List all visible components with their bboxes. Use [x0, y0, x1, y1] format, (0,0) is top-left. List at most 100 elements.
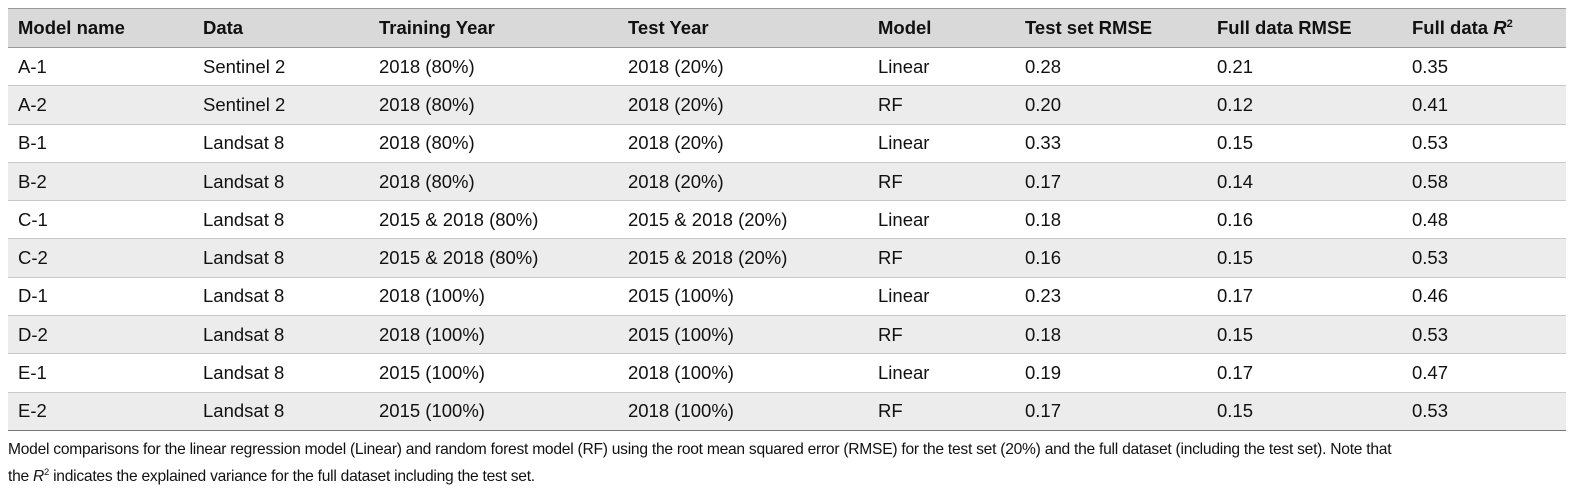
- table-cell: RF: [868, 392, 1015, 431]
- table-row: A-2 Sentinel 2 2018 (80%) 2018 (20%) RF 0.20 0…: [8, 85, 1566, 125]
- header-cell: Model name: [8, 8, 193, 48]
- caption-superscript: 2: [44, 467, 49, 477]
- table-cell: 0.16: [1015, 238, 1207, 278]
- header-cell: Training Year: [369, 8, 618, 48]
- table-row: C-1 Landsat 8 2015 & 2018 (80%) 2015 & 2018…: [8, 200, 1566, 240]
- table-cell: B-1: [8, 124, 193, 163]
- table-cell: Landsat 8: [193, 315, 369, 355]
- table-cell: 0.15: [1207, 315, 1402, 355]
- table-cell: 2018 (20%): [618, 162, 868, 202]
- table-cell: 2018 (20%): [618, 124, 868, 163]
- table-cell: E-2: [8, 392, 193, 431]
- table-cell: Landsat 8: [193, 124, 369, 163]
- table-row: D-2 Landsat 8 2018 (100%) 2015 (100%) RF 0.18…: [8, 315, 1566, 355]
- header-row: Model name Data Training Year Test Year Mode…: [8, 8, 1566, 48]
- table-cell: 0.21: [1207, 47, 1402, 87]
- table-cell: 2018 (80%): [369, 47, 618, 87]
- table-cell: 0.15: [1207, 392, 1402, 431]
- table-cell: 0.12: [1207, 85, 1402, 125]
- table-cell: 0.48: [1402, 200, 1566, 240]
- table-cell: 2018 (20%): [618, 47, 868, 87]
- header-cell: Data: [193, 8, 369, 48]
- header-cell: Full data R2: [1402, 8, 1566, 48]
- table-cell: 2015 (100%): [369, 392, 618, 431]
- table-cell: 0.53: [1402, 124, 1566, 163]
- table-cell: Sentinel 2: [193, 85, 369, 125]
- table-cell: 0.16: [1207, 200, 1402, 240]
- table-cell: 2018 (80%): [369, 162, 618, 202]
- table-cell: 0.23: [1015, 277, 1207, 317]
- table-body: A-1 Sentinel 2 2018 (80%) 2018 (20%) Linear 0…: [8, 47, 1566, 431]
- table-cell: C-2: [8, 238, 193, 278]
- table-cell: A-1: [8, 47, 193, 87]
- caption-text: the: [8, 468, 34, 486]
- table-cell: D-1: [8, 277, 193, 317]
- caption-text: indicates the explained variance for the…: [49, 468, 535, 486]
- table-cell: B-2: [8, 162, 193, 202]
- table-cell: Linear: [868, 200, 1015, 240]
- table-cell: Linear: [868, 47, 1015, 87]
- table-cell: 2015 & 2018 (80%): [369, 238, 618, 278]
- table-cell: 0.20: [1015, 85, 1207, 125]
- table-cell: Linear: [868, 277, 1015, 317]
- table-cell: A-2: [8, 85, 193, 125]
- table-cell: 0.14: [1207, 162, 1402, 202]
- table-cell: 0.47: [1402, 353, 1566, 393]
- table-row: D-1 Landsat 8 2018 (100%) 2015 (100%) Linear…: [8, 277, 1566, 317]
- table-cell: 0.19: [1015, 353, 1207, 393]
- table-cell: RF: [868, 315, 1015, 355]
- table-cell: 2018 (80%): [369, 85, 618, 125]
- table-row: B-2 Landsat 8 2018 (80%) 2018 (20%) RF 0.17 0.…: [8, 162, 1566, 202]
- table-row: C-2 Landsat 8 2015 & 2018 (80%) 2015 & 2018…: [8, 238, 1566, 278]
- table-cell: 0.46: [1402, 277, 1566, 317]
- table-cell: 0.17: [1015, 162, 1207, 202]
- table-cell: 0.17: [1207, 277, 1402, 317]
- table-cell: 2015 (100%): [618, 277, 868, 317]
- table-cell: 0.18: [1015, 315, 1207, 355]
- table-cell: C-1: [8, 200, 193, 240]
- table-cell: 0.18: [1015, 200, 1207, 240]
- table-cell: Landsat 8: [193, 162, 369, 202]
- header-cell: Full data RMSE: [1207, 8, 1402, 48]
- header-superscript: 2: [1506, 17, 1513, 30]
- table-cell: 0.28: [1015, 47, 1207, 87]
- caption-variable: R: [33, 468, 45, 486]
- table-cell: Landsat 8: [193, 238, 369, 278]
- table-cell: 0.17: [1015, 392, 1207, 431]
- table-row: A-1 Sentinel 2 2018 (80%) 2018 (20%) Linear 0…: [8, 47, 1566, 87]
- table-cell: 0.15: [1207, 238, 1402, 278]
- table-row: E-2 Landsat 8 2015 (100%) 2018 (100%) RF 0.17…: [8, 392, 1566, 431]
- table-cell: 0.15: [1207, 124, 1402, 163]
- table-cell: 2018 (80%): [369, 124, 618, 163]
- table-cell: 0.58: [1402, 162, 1566, 202]
- table-cell: RF: [868, 85, 1015, 125]
- table-cell: Linear: [868, 124, 1015, 163]
- header-cell: Test set RMSE: [1015, 8, 1207, 48]
- caption-text: Model comparisons for the linear regress…: [8, 441, 1392, 458]
- table-cell: 0.53: [1402, 238, 1566, 278]
- table-cell: E-1: [8, 353, 193, 393]
- table-cell: 2015 (100%): [618, 315, 868, 355]
- table-cell: Landsat 8: [193, 353, 369, 393]
- caption: Model comparisons for the linear regress…: [8, 438, 1578, 488]
- table-cell: D-2: [8, 315, 193, 355]
- table-cell: 2015 & 2018 (20%): [618, 200, 868, 240]
- table-cell: RF: [868, 162, 1015, 202]
- data-table: Model name Data Training Year Test Year Mode…: [8, 8, 1566, 431]
- table-cell: Landsat 8: [193, 277, 369, 317]
- table-row: E-1 Landsat 8 2015 (100%) 2018 (100%) Linear…: [8, 353, 1566, 393]
- table-cell: 2018 (100%): [369, 315, 618, 355]
- table-cell: 2015 (100%): [369, 353, 618, 393]
- table-cell: 2018 (100%): [369, 277, 618, 317]
- table-cell: 2018 (20%): [618, 85, 868, 125]
- table-cell: 2018 (100%): [618, 353, 868, 393]
- table-row: B-1 Landsat 8 2018 (80%) 2018 (20%) Linear 0.…: [8, 124, 1566, 163]
- table-cell: 2018 (100%): [618, 392, 868, 431]
- header-variable: R: [1493, 17, 1507, 38]
- header-cell: Model: [868, 8, 1015, 48]
- table-cell: 0.53: [1402, 315, 1566, 355]
- header-text: Full data: [1412, 17, 1494, 38]
- table-cell: 0.53: [1402, 392, 1566, 431]
- table-cell: 0.41: [1402, 85, 1566, 125]
